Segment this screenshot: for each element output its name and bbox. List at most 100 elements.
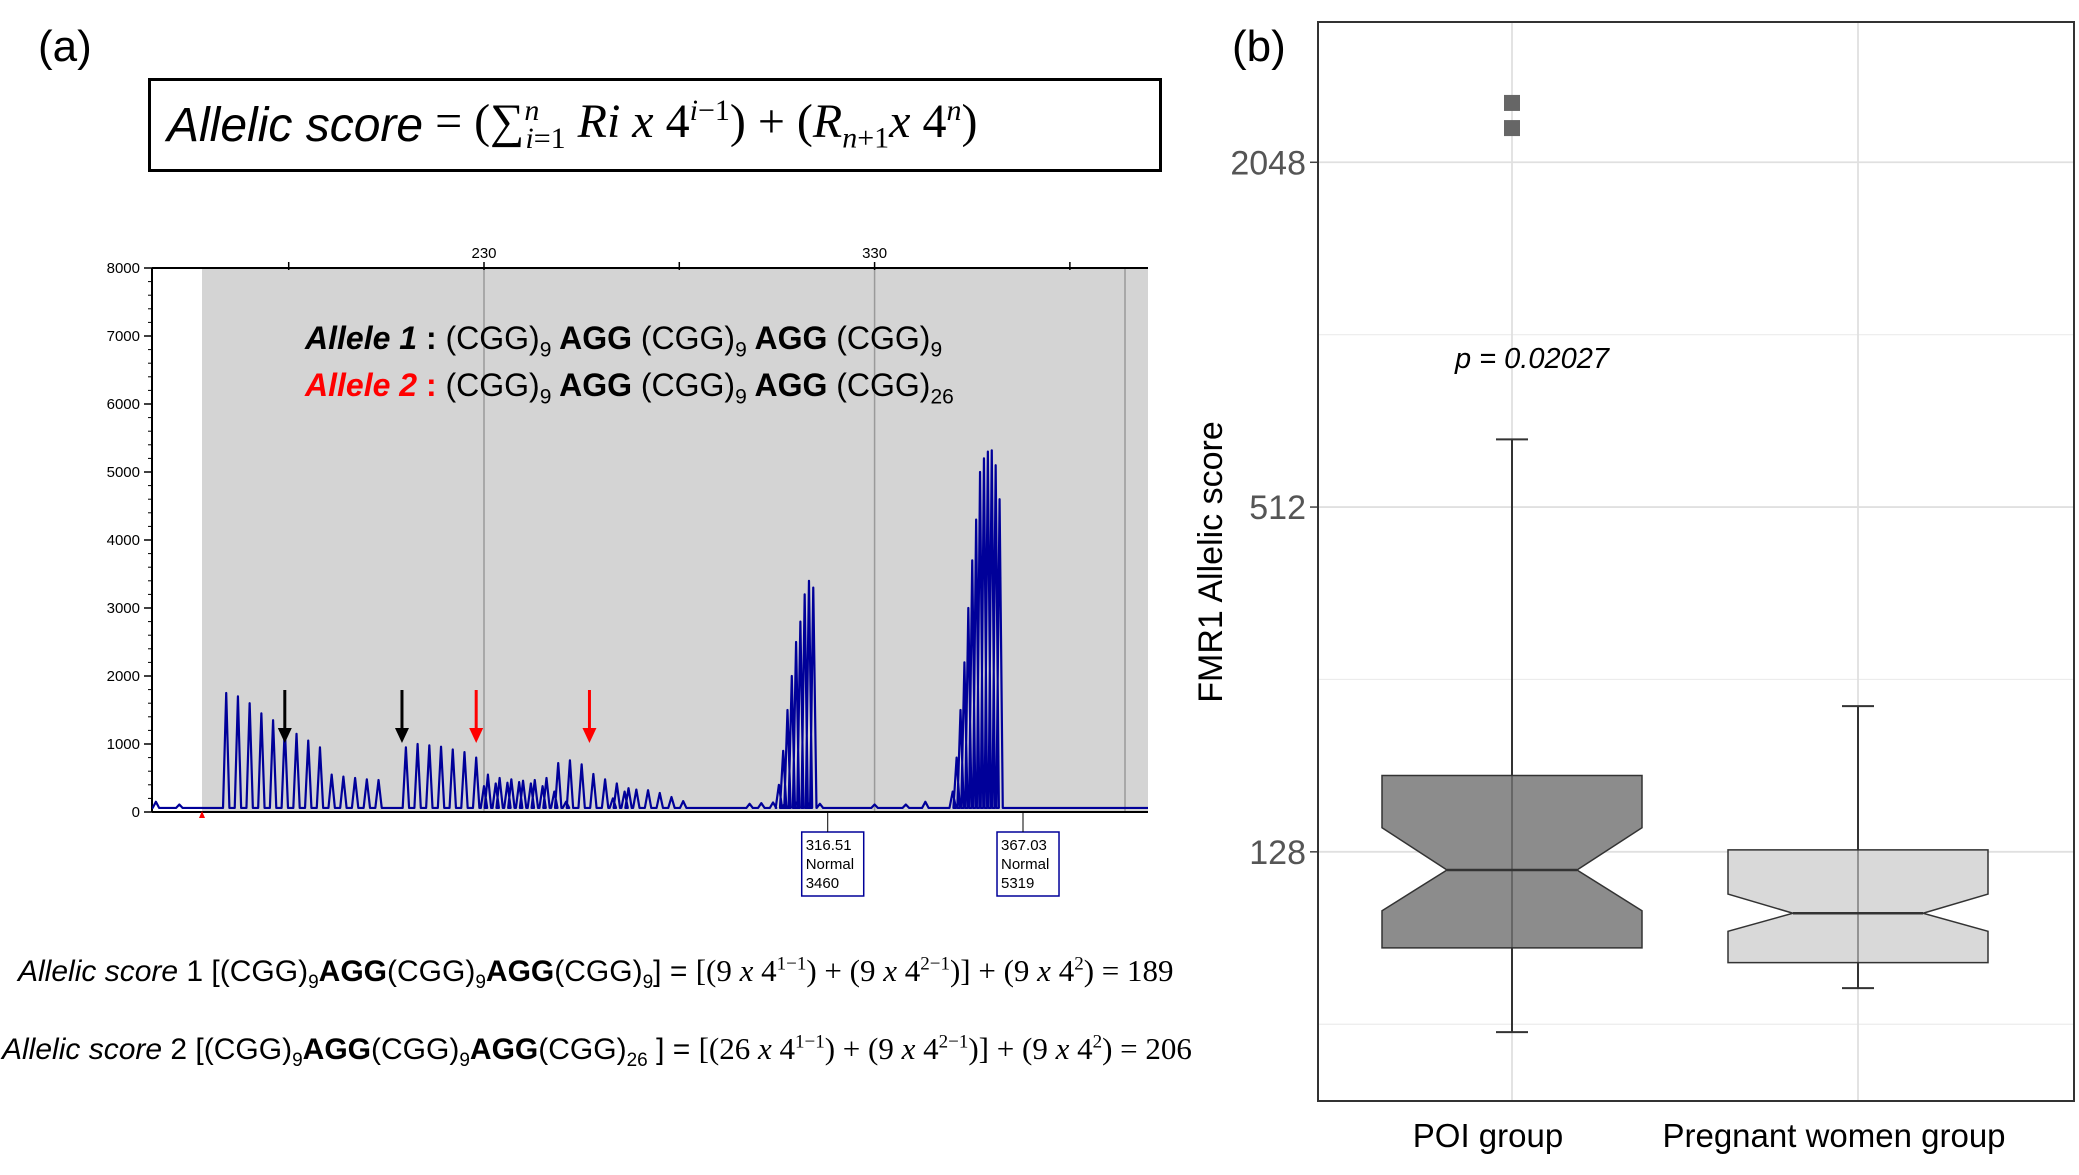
peak-point (483, 785, 485, 787)
allele-1-agg: AGG (746, 320, 837, 356)
peak-point (799, 620, 802, 623)
peak-point (377, 779, 380, 781)
x-tick-label: 230 (471, 245, 496, 262)
peak-point (592, 773, 595, 775)
peak-point (812, 586, 815, 589)
electropherogram-chart: 230 330 0 1000 2000 3000 4000 5000 6000 7000 8000 3… (107, 245, 1148, 897)
calculation-1: Allelic score 1 [(CGG)9AGG(CGG)9AGG(CGG)… (18, 953, 1174, 993)
y-tick-label: 1000 (107, 736, 140, 753)
allele-1-sub: 9 (735, 338, 747, 362)
peak-point (522, 779, 524, 782)
peak-point (580, 763, 583, 766)
peak-point (760, 802, 763, 804)
calc-2-rep: 26 (626, 1050, 648, 1071)
peak-point (795, 801, 798, 804)
peak-point (307, 739, 310, 742)
peak-point (873, 803, 876, 806)
peak-point (808, 580, 810, 582)
peak-point (963, 661, 966, 664)
calculation-2: Allelic score 2 [(CGG)9AGG(CGG)9AGG(CGG)… (2, 1031, 1192, 1071)
allele-2-name: Allele 2 (305, 367, 418, 403)
peak-box-height: 3460 (806, 875, 839, 892)
peak-point (565, 801, 567, 803)
calc-1-lead: Allelic score (18, 955, 179, 988)
allele-2-agg: AGG (551, 367, 641, 403)
start-marker (199, 811, 205, 818)
calc-2-rep: 9 (459, 1050, 470, 1071)
y-tick-label: 4000 (107, 532, 140, 549)
peak-point (518, 781, 520, 783)
allele-2-seg: (CGG) (445, 367, 540, 403)
peak-point (778, 784, 780, 786)
outlier-point (1504, 120, 1520, 137)
y-axis-label: FMR1 Allelic score (1192, 421, 1230, 703)
peak-point (260, 712, 263, 715)
y-tick-label: 2000 (107, 668, 140, 685)
peak-point (533, 779, 536, 781)
peak-box (996, 831, 1060, 897)
panel-b-label: (b) (1232, 22, 1286, 71)
peak-box-height: 5319 (1001, 875, 1034, 892)
peak-point (366, 778, 368, 781)
y-tick-label: 6000 (107, 396, 140, 413)
y-tick-label: 7000 (107, 328, 140, 345)
peak-point (405, 746, 407, 749)
calc-2-rep: 9 (292, 1050, 303, 1071)
allelic-score-formula: Allelic score = (∑ni=1 Ri x 4i−1) + (Rn+… (148, 78, 1162, 172)
y-tick-label: 5000 (107, 464, 140, 481)
peak-point (498, 777, 501, 779)
peak-point (612, 797, 614, 800)
peak-point (971, 559, 974, 562)
peak-point (987, 450, 989, 453)
peak-point (990, 449, 993, 452)
calc-1-term: 9 (1013, 953, 1030, 988)
peak-point (494, 782, 497, 785)
peak-point (295, 733, 298, 735)
calc-2-term: 26 (719, 1031, 751, 1066)
peak-point (635, 788, 638, 791)
peak-point (627, 787, 630, 789)
peak-point (451, 748, 454, 751)
peak-point (790, 675, 793, 677)
peak-point (803, 593, 806, 596)
calc-1-term: 9 (716, 953, 732, 988)
peak-point (670, 796, 673, 798)
calc-1-rep: 9 (642, 972, 654, 993)
peak-point (155, 801, 157, 803)
peak-point (979, 471, 981, 473)
peak-box-size: 367.03 (1001, 837, 1047, 854)
peak-point (553, 790, 556, 793)
peak-point (647, 789, 649, 792)
p-value-annotation: p = 0.02027 (1454, 343, 1611, 375)
calc-2-term: 9 (1032, 1031, 1048, 1066)
peak-point (682, 800, 684, 802)
peak-point (819, 803, 821, 805)
calc-2-result: 206 (1145, 1031, 1192, 1066)
peak-point (623, 790, 626, 793)
y-tick-label: 0 (132, 804, 140, 821)
peak-point (506, 781, 509, 784)
allele-1-seg: (CGG) (445, 320, 540, 356)
boxplot-chart: 128 512 2048 POI group Pregnant women group p… (1192, 21, 2075, 1154)
peak-point (983, 457, 985, 460)
panel-a-label: (a) (38, 22, 92, 71)
peak-point (959, 709, 962, 711)
peak-point (237, 695, 239, 698)
peak-point (924, 801, 927, 803)
arrow-head (469, 728, 484, 743)
peak-point (658, 792, 661, 794)
peak-point (530, 782, 532, 785)
x-tick-label: 330 (862, 245, 887, 262)
peak-point (998, 498, 1001, 501)
peak-point (440, 745, 442, 748)
peak-box-status: Normal (806, 856, 854, 873)
allele-1-sub: 9 (930, 338, 943, 362)
peak-point (557, 762, 560, 764)
y-tick-label: 2048 (1230, 144, 1306, 182)
calc-1-rep: 9 (308, 972, 319, 993)
arrow-head (277, 728, 292, 743)
peak-point (967, 607, 970, 609)
peak-point (975, 518, 977, 521)
peak-point (545, 777, 548, 779)
peak-point (248, 702, 251, 704)
